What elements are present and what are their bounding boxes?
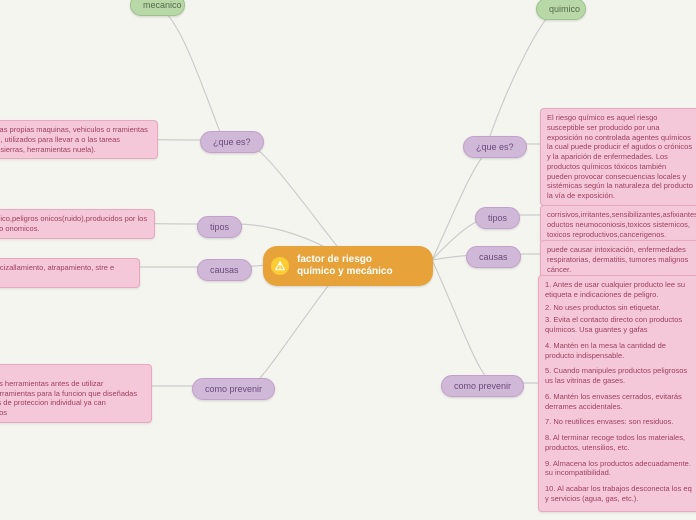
right-que-es-node[interactable]: ¿que es? [463,136,527,158]
center-node[interactable]: ⚠ factor de riesgo químico y mecánico [263,246,433,286]
right-que-es-desc: El riesgo químico es aquel riesgo suscep… [540,108,696,206]
left-que-es-node[interactable]: ¿que es? [200,131,264,153]
left-prevenir-node[interactable]: como prevenir [192,378,275,400]
left-prevenir-desc: ccionar las herramientas antes de utiliz… [0,364,152,423]
left-que-es-desc: debido a las propias maquinas, vehiculos… [0,120,158,159]
right-prevenir-node[interactable]: como prevenir [441,375,524,397]
warning-icon: ⚠ [271,257,289,275]
left-causas-node[interactable]: causas [197,259,252,281]
right-causas-desc: puede causar intoxicación, enfermedades … [540,240,696,279]
right-tipos-desc: corrisivos,irritantes,sensibilizantes,as… [540,205,696,244]
left-tipos-node[interactable]: tipos [197,216,242,238]
left-causas-desc: tamiento, cizallamiento, atrapamiento, s… [0,258,140,288]
right-causas-node[interactable]: causas [466,246,521,268]
right-quimico-node[interactable]: quimico [536,0,586,20]
left-mecanico-node[interactable]: mecanico [130,0,185,16]
right-tipos-node[interactable]: tipos [475,207,520,229]
center-label-line2: químico y mecánico [297,266,393,277]
center-label-line1: factor de riesgo [297,254,372,265]
right-prevenir-desc: 1. Antes de usar cualquier producto lee … [538,275,696,512]
left-tipos-desc: trico, termico,peligros onicos(ruido),pr… [0,209,155,239]
